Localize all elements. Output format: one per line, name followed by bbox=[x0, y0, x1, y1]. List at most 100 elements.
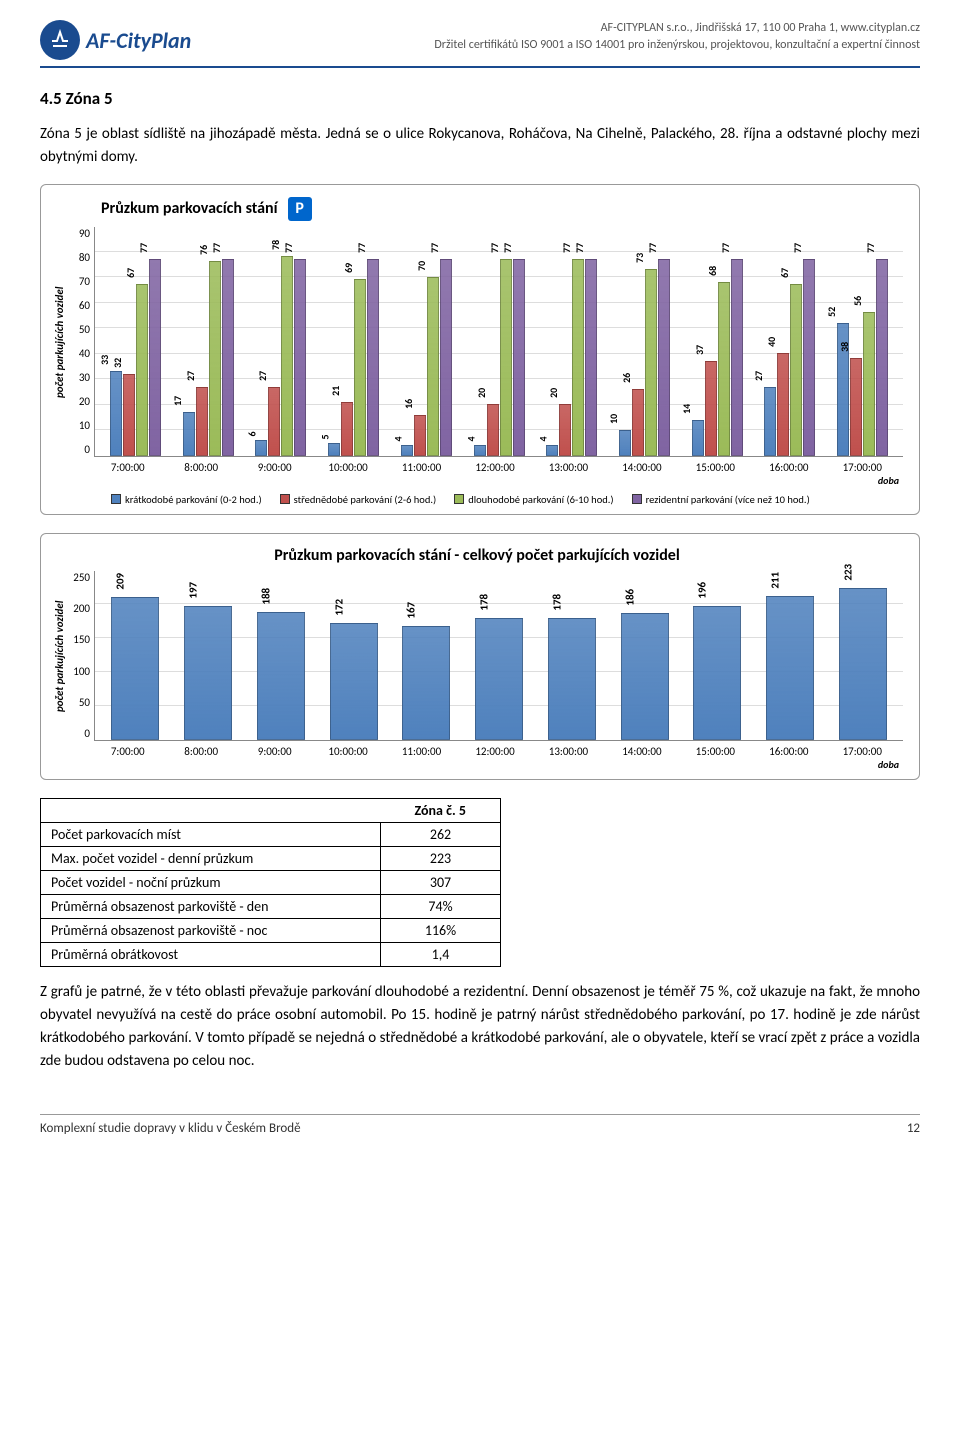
chart1-bar-group: 6277877 bbox=[244, 256, 317, 455]
chart1-bar-value: 21 bbox=[329, 386, 342, 396]
chart2-bar-group: 178 bbox=[535, 618, 608, 739]
chart2-bar-value: 197 bbox=[187, 581, 200, 598]
chart1-bar-value: 33 bbox=[98, 355, 111, 365]
chart2-bar: 209 bbox=[111, 597, 159, 739]
chart1-bar-value: 77 bbox=[573, 243, 586, 253]
chart1-bar-value: 77 bbox=[355, 243, 368, 253]
chart1-bar: 10 bbox=[619, 430, 631, 456]
chart1-ytick: 80 bbox=[79, 251, 90, 264]
chart2-ytick: 250 bbox=[73, 571, 90, 584]
chart1-legend-item: rezidentní parkování (více než 10 hod.) bbox=[632, 493, 810, 506]
section-heading: 4.5 Zóna 5 bbox=[40, 88, 920, 109]
logo-icon bbox=[40, 20, 80, 60]
chart1-bar-value: 56 bbox=[851, 296, 864, 306]
chart2-bar: 196 bbox=[693, 606, 741, 739]
chart1-legend-item: dlouhodobé parkování (6-10 hod.) bbox=[454, 493, 613, 506]
chart1-bar: 27 bbox=[268, 387, 280, 456]
chart1-bar: 27 bbox=[764, 387, 776, 456]
table-row-label: Max. počet vozidel - denní průzkum bbox=[41, 846, 381, 870]
chart2-bar: 172 bbox=[330, 623, 378, 740]
chart1-bar-value: 67 bbox=[778, 268, 791, 278]
chart1-bar-value: 26 bbox=[620, 373, 633, 383]
page-header: AF-CityPlan AF-CITYPLAN s.r.o., Jindřišs… bbox=[40, 20, 920, 60]
header-line1: AF-CITYPLAN s.r.o., Jindřišská 17, 110 0… bbox=[434, 20, 920, 37]
chart1-bar-value: 27 bbox=[256, 370, 269, 380]
chart1-bar-group: 27406777 bbox=[754, 259, 827, 456]
chart1-bar-group: 4167077 bbox=[390, 259, 463, 456]
logo-text: AF-CityPlan bbox=[86, 27, 191, 54]
chart1-ytick: 0 bbox=[84, 443, 90, 456]
chart2-bar-group: 186 bbox=[608, 613, 681, 739]
chart1-bar-value: 77 bbox=[864, 243, 877, 253]
chart2-container: Průzkum parkovacích stání - celkový poče… bbox=[40, 533, 920, 780]
chart1-bar: 14 bbox=[692, 420, 704, 456]
intro-paragraph: Zóna 5 je oblast sídliště na jihozápadě … bbox=[40, 123, 920, 170]
chart1-bar: 77 bbox=[572, 259, 584, 456]
table-row-value: 307 bbox=[381, 870, 501, 894]
chart1-bar: 40 bbox=[777, 353, 789, 455]
chart2-bars-region: 209197188172167178178186196211223 bbox=[94, 571, 903, 741]
table-row-value: 1,4 bbox=[381, 942, 501, 966]
legend-swatch bbox=[111, 494, 121, 504]
chart1-xtick: 12:00:00 bbox=[458, 461, 531, 474]
chart1-bar: 4 bbox=[474, 445, 486, 455]
chart2-ytick: 200 bbox=[73, 602, 90, 615]
chart1-bar: 21 bbox=[341, 402, 353, 456]
chart1-bar: 4 bbox=[546, 445, 558, 455]
chart1-bar-value: 77 bbox=[210, 243, 223, 253]
chart1-title: Průzkum parkovacích stání bbox=[101, 199, 278, 218]
chart2-xtick: 15:00:00 bbox=[679, 745, 752, 758]
header-line2: Držitel certifikátů ISO 9001 a ISO 14001… bbox=[434, 37, 920, 54]
chart1-bar-value: 32 bbox=[111, 358, 124, 368]
chart1-yticks: 9080706050403020100 bbox=[66, 227, 94, 457]
chart1-bar: 77 bbox=[731, 259, 743, 456]
chart1-bar-value: 5 bbox=[319, 434, 332, 439]
chart1-ytick: 10 bbox=[79, 419, 90, 432]
chart1-bar-value: 6 bbox=[246, 432, 259, 437]
chart1-bar: 69 bbox=[354, 279, 366, 455]
chart2-bar-group: 196 bbox=[681, 606, 754, 739]
page-footer: Komplexní studie dopravy v klidu v České… bbox=[40, 1114, 920, 1136]
chart2-ytick: 100 bbox=[73, 665, 90, 678]
chart1-bar-value: 40 bbox=[765, 337, 778, 347]
chart1-bar-value: 77 bbox=[487, 243, 500, 253]
chart2-bar-value: 209 bbox=[114, 573, 127, 590]
chart2-xtick: 12:00:00 bbox=[458, 745, 531, 758]
chart1-bar: 70 bbox=[427, 277, 439, 456]
table-row-value: 223 bbox=[381, 846, 501, 870]
chart2-xtick: 11:00:00 bbox=[385, 745, 458, 758]
chart1-bar: 77 bbox=[803, 259, 815, 456]
chart2-bar: 197 bbox=[184, 606, 232, 740]
chart1-bar: 32 bbox=[123, 374, 135, 456]
table-row: Průměrná obsazenost parkoviště - noc116% bbox=[41, 918, 501, 942]
chart1-bar-value: 52 bbox=[825, 306, 838, 316]
chart2-bar-group: 223 bbox=[826, 588, 899, 740]
chart1-bar: 67 bbox=[136, 284, 148, 455]
chart1-bar-value: 77 bbox=[560, 243, 573, 253]
chart1-xticks: 7:00:008:00:009:00:0010:00:0011:00:0012:… bbox=[87, 461, 903, 474]
chart1-bar-value: 67 bbox=[124, 268, 137, 278]
chart2-bar-value: 167 bbox=[405, 602, 418, 619]
chart1-legend: krátkodobé parkování (0-2 hod.)střednědo… bbox=[111, 493, 903, 506]
chart1-bar: 77 bbox=[658, 259, 670, 456]
legend-label: dlouhodobé parkování (6-10 hod.) bbox=[468, 493, 613, 506]
chart2-bar-group: 172 bbox=[317, 623, 390, 740]
chart1-bar: 73 bbox=[645, 269, 657, 456]
legend-swatch bbox=[280, 494, 290, 504]
chart2-bar: 186 bbox=[621, 613, 669, 739]
header-rule bbox=[40, 66, 920, 68]
chart2-xtick: 16:00:00 bbox=[752, 745, 825, 758]
chart1-bar: 37 bbox=[705, 361, 717, 456]
chart2-bar-group: 167 bbox=[390, 626, 463, 740]
chart1-bar: 78 bbox=[281, 256, 293, 455]
chart1-ytick: 90 bbox=[79, 227, 90, 240]
table-header: Zóna č. 5 bbox=[381, 798, 501, 822]
chart2-bar-value: 172 bbox=[332, 598, 345, 615]
zone-table: Zóna č. 5 Počet parkovacích míst262Max. … bbox=[40, 798, 501, 967]
chart1-bars-region: 3332677717277677627787752169774167077420… bbox=[94, 227, 903, 457]
chart2-ytick: 50 bbox=[79, 696, 90, 709]
header-info: AF-CITYPLAN s.r.o., Jindřišská 17, 110 0… bbox=[434, 20, 920, 54]
chart1-bar: 76 bbox=[209, 261, 221, 455]
legend-label: střednědobé parkování (2-6 hod.) bbox=[294, 493, 437, 506]
chart2-bar-value: 211 bbox=[769, 572, 782, 589]
